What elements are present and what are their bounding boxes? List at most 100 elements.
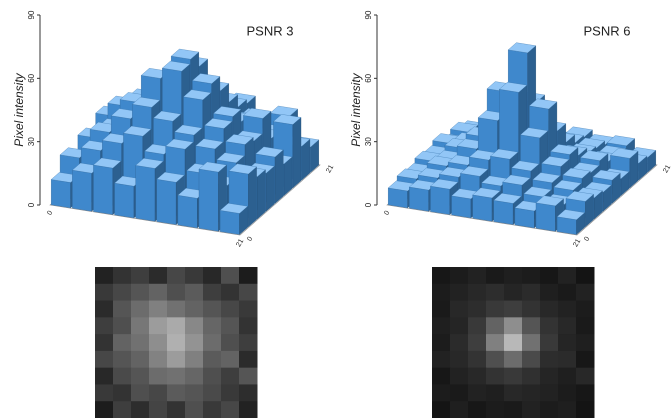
bar-side — [266, 165, 275, 212]
image-pixel — [203, 367, 222, 385]
image-pixel — [95, 334, 114, 352]
image-pixel — [486, 367, 505, 385]
image-pixel — [131, 367, 150, 385]
image-pixel — [540, 350, 559, 369]
bar-top — [550, 144, 579, 155]
image-pixel — [486, 300, 505, 318]
bar-top — [198, 161, 227, 173]
image-pixel — [522, 401, 541, 418]
bar-top — [493, 193, 522, 204]
image-pixel — [576, 350, 595, 369]
bar-top — [225, 134, 254, 145]
image-pixel — [203, 334, 222, 352]
bar-top — [156, 171, 185, 183]
bar-top — [541, 156, 570, 167]
image-pixel — [239, 367, 258, 385]
image-pixel — [504, 300, 523, 318]
image-pixel — [432, 350, 451, 369]
image-pixel — [432, 334, 451, 352]
image-pixel — [576, 384, 595, 402]
bar-top — [511, 160, 540, 172]
image-pixel — [203, 267, 222, 285]
image-pixel — [239, 350, 258, 369]
image-pixel — [522, 300, 541, 318]
image-pixel — [167, 367, 186, 385]
bar-top — [165, 138, 194, 150]
bar-top — [161, 60, 191, 72]
image-pixel — [522, 384, 541, 402]
image-pixel — [167, 283, 186, 302]
image-pixel — [239, 334, 258, 352]
y-tick-label: 0 — [246, 236, 254, 243]
image-pixel — [167, 384, 186, 402]
image-pixel — [450, 384, 469, 402]
x-tick-label: 0 — [46, 210, 54, 217]
image-pixel — [131, 283, 150, 302]
image-pixel — [576, 367, 595, 385]
bar-top — [204, 118, 233, 129]
image-pixel — [468, 367, 487, 385]
x-tick-label: 21 — [572, 238, 582, 248]
image-pixel — [239, 401, 258, 418]
image-pixel — [558, 384, 577, 402]
image-pixel — [95, 384, 114, 402]
image-pixel — [113, 401, 132, 418]
bar-top — [507, 42, 537, 54]
z-axis-label: Pixel intensity — [12, 72, 26, 146]
image-pixel — [221, 267, 240, 285]
image-pixel — [468, 350, 487, 369]
bar-front — [72, 169, 92, 212]
image-pixel — [221, 367, 240, 385]
image-pixel — [486, 384, 505, 402]
bar-top — [520, 127, 549, 139]
image-pixel — [113, 267, 132, 285]
bar-top — [535, 195, 564, 207]
image-pixel — [576, 401, 595, 418]
image-pixel — [185, 300, 204, 318]
image-pixel — [131, 401, 150, 418]
image-pixel — [221, 300, 240, 318]
bar-top — [183, 89, 212, 101]
image-pixel — [239, 317, 258, 335]
image-pixel — [203, 384, 222, 402]
bar-top — [498, 81, 528, 93]
bar-top — [219, 203, 249, 214]
image-pixel — [450, 267, 469, 285]
image-pixel — [239, 384, 258, 402]
image-pixel — [486, 401, 505, 418]
bar-top — [490, 148, 519, 160]
bar-front — [219, 210, 240, 235]
image-pixel — [167, 317, 186, 335]
image-pixel — [468, 283, 487, 302]
image-pixel — [203, 317, 222, 335]
image-pixel — [486, 283, 505, 302]
image-pixel — [185, 334, 204, 352]
image-pixel — [221, 350, 240, 369]
image-pixel — [221, 317, 240, 335]
image-pixel — [450, 350, 469, 369]
bar-top — [255, 146, 284, 158]
z-tick-label: 30 — [364, 137, 373, 146]
image-pixel — [450, 401, 469, 418]
image-pixel — [149, 367, 168, 385]
bar-top — [606, 135, 636, 146]
y-tick-label: 21 — [325, 164, 335, 174]
bar-front — [451, 195, 472, 219]
image-pixel — [95, 283, 114, 302]
image-pixel — [167, 267, 186, 285]
image-pixel — [167, 401, 186, 418]
bar-top — [216, 152, 245, 164]
image-pixel — [450, 334, 469, 352]
image-pixel — [203, 283, 222, 302]
image-pixel — [432, 267, 451, 285]
image-pixel — [486, 350, 505, 369]
bar-top — [565, 191, 594, 202]
image-pixel — [113, 384, 132, 402]
image-pixel — [558, 300, 577, 318]
bar — [556, 209, 586, 235]
image-pixel — [558, 401, 577, 418]
image-pixel — [185, 367, 204, 385]
image-pixel — [540, 367, 559, 385]
image-pixel — [221, 334, 240, 352]
